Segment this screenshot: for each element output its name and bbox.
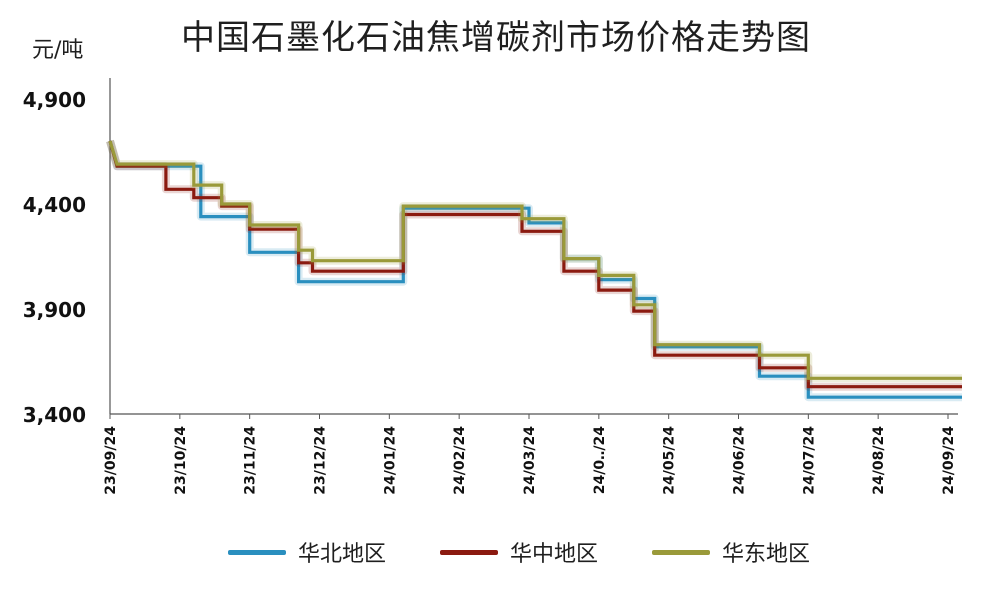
series-line-glow [106, 139, 962, 391]
series-line-glow [106, 139, 962, 383]
legend-item-central: 华中地区 [440, 534, 598, 570]
x-tick-label: 24/08/24 [871, 426, 887, 495]
legend-label-central: 华中地区 [510, 542, 599, 567]
series-line-glow [106, 139, 962, 402]
x-tick-label: 24/09/24 [941, 426, 957, 495]
legend-label-north: 华北地区 [298, 542, 387, 567]
series-line-1 [108, 140, 962, 389]
x-tick-label: 23/09/24 [103, 426, 119, 495]
legend-swatch-east [652, 549, 710, 555]
x-tick-label: 23/10/24 [173, 426, 189, 495]
x-tick-label: 23/12/24 [313, 426, 329, 495]
y-tick-label: 3,900 [23, 298, 86, 322]
x-tick-label: 24/05/24 [662, 426, 678, 495]
series-line-2 [108, 140, 962, 380]
legend-swatch-central [440, 549, 498, 555]
y-tick-label: 4,400 [23, 193, 86, 217]
legend-label-east: 华东地区 [722, 542, 811, 567]
y-tick-label: 3,400 [23, 403, 86, 427]
legend-item-north: 华北地区 [228, 534, 386, 570]
y-axis-unit-label: 元/吨 [32, 38, 84, 63]
x-tick-label: 23/11/24 [243, 426, 259, 495]
x-tick-label: 24/02/24 [452, 426, 468, 495]
y-tick-label: 4,900 [23, 88, 86, 112]
x-tick-label: 24/03/24 [522, 426, 538, 495]
x-tick-label: 24/07/24 [801, 426, 817, 495]
legend-item-east: 华东地区 [652, 534, 810, 570]
series-line-0 [108, 140, 962, 399]
legend-swatch-north [228, 549, 286, 555]
x-tick-label: 24/06/24 [732, 426, 748, 495]
chart-title: 中国石墨化石油焦增碳剂市场价格走势图 [181, 18, 811, 58]
x-tick-label: 24/0‥/24 [592, 426, 608, 495]
x-tick-label: 24/01/24 [382, 426, 398, 495]
